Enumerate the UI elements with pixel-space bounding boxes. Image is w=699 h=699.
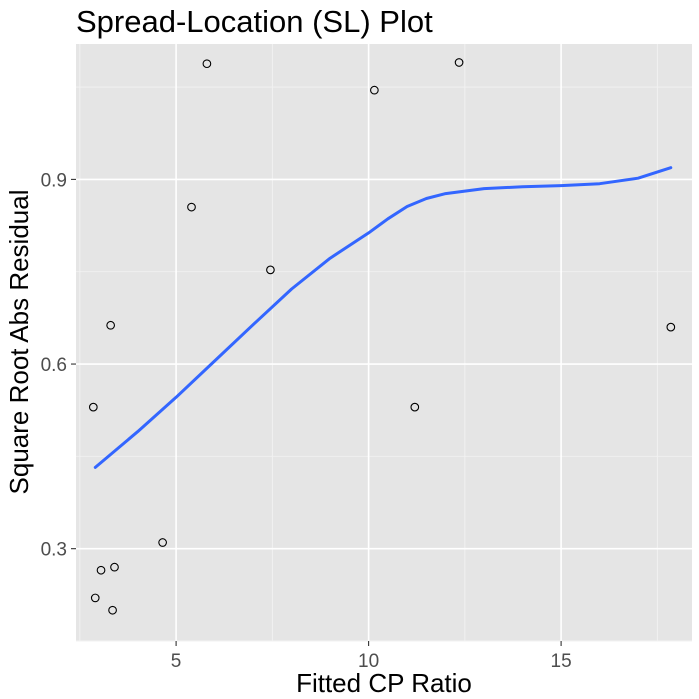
data-point	[266, 265, 275, 275]
x-axis-ticks: 5 10 15	[171, 641, 572, 672]
data-point	[187, 202, 196, 212]
y-tick-label: 0.9	[41, 170, 67, 191]
points-layer	[88, 58, 676, 615]
x-tick-label: 10	[358, 651, 379, 672]
x-axis-title: Fitted CP Ratio	[296, 668, 472, 698]
x-tick-label: 15	[551, 651, 572, 672]
data-point	[88, 402, 98, 412]
data-point	[202, 59, 212, 69]
y-tick-label: 0.3	[41, 540, 67, 561]
data-point	[90, 593, 100, 603]
y-tick-label: 0.6	[41, 355, 67, 376]
x-tick-label: 5	[171, 651, 182, 672]
major-gridlines	[76, 44, 692, 641]
smooth-layer	[93, 166, 673, 469]
plot-panel	[76, 44, 692, 641]
y-axis-title: Square Root Abs Residual	[4, 190, 34, 495]
smooth-line	[93, 166, 673, 469]
data-point	[454, 58, 464, 67]
data-point	[410, 402, 420, 412]
data-point	[96, 565, 106, 575]
data-point	[110, 562, 119, 572]
y-axis-ticks: 0.3 0.6 0.9	[41, 170, 76, 561]
data-point	[158, 538, 167, 547]
data-point	[108, 605, 117, 615]
data-point	[106, 320, 115, 330]
minor-gridlines	[76, 44, 692, 642]
chart-title: Spread-Location (SL) Plot	[76, 4, 433, 39]
data-point	[666, 322, 676, 332]
data-point	[370, 85, 379, 95]
